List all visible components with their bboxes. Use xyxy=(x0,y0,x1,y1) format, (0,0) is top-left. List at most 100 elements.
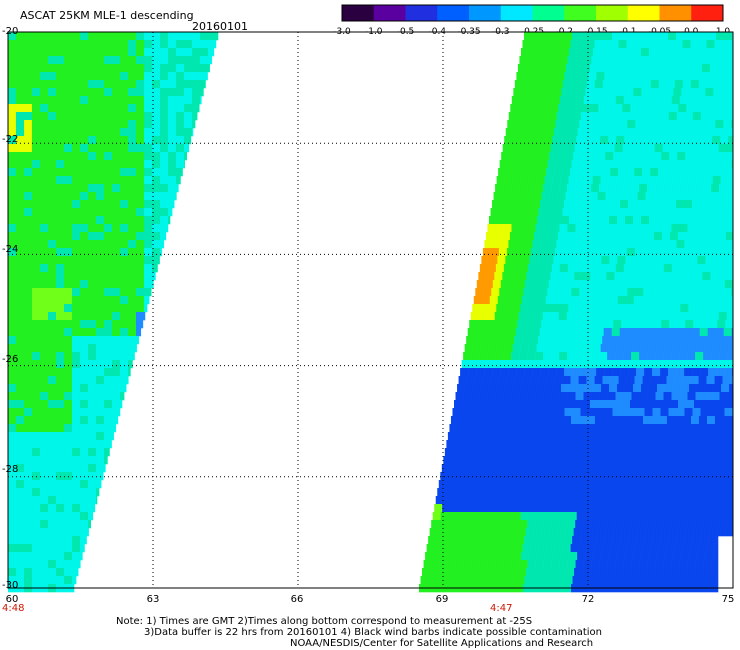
wind-cell xyxy=(535,184,544,193)
wind-cell xyxy=(629,320,638,329)
wind-cell xyxy=(654,480,664,489)
wind-cell xyxy=(40,288,49,297)
wind-cell xyxy=(645,320,654,329)
wind-cell xyxy=(80,80,89,89)
wind-cell xyxy=(692,408,701,417)
wind-cell xyxy=(476,408,485,417)
wind-cell xyxy=(715,496,725,505)
wind-cell xyxy=(469,320,478,329)
wind-cell xyxy=(56,152,65,161)
wind-cell xyxy=(650,416,660,425)
wind-cell xyxy=(588,536,597,545)
wind-cell xyxy=(596,32,605,41)
wind-cell xyxy=(88,152,97,161)
wind-cell xyxy=(96,304,105,313)
wind-cell xyxy=(48,48,57,57)
wind-cell xyxy=(658,208,667,217)
wind-cell xyxy=(662,400,671,409)
wind-cell xyxy=(706,248,716,257)
wind-cell xyxy=(48,136,57,145)
wind-cell xyxy=(8,448,17,457)
wind-cell xyxy=(112,336,121,345)
wind-cell xyxy=(611,456,620,465)
wind-cell xyxy=(168,160,177,169)
wind-cell xyxy=(517,64,527,73)
wind-cell xyxy=(670,312,680,321)
wind-cell xyxy=(24,536,33,545)
wind-cell xyxy=(461,528,470,537)
wind-cell xyxy=(80,112,89,121)
wind-cell xyxy=(80,536,87,545)
wind-cell xyxy=(612,240,621,249)
wind-cell xyxy=(120,80,129,89)
wind-cell xyxy=(729,88,734,97)
wind-cell xyxy=(523,496,533,505)
wind-cell xyxy=(56,408,65,417)
wind-cell xyxy=(650,376,659,385)
wind-cell xyxy=(128,56,137,65)
wind-cell xyxy=(720,136,729,145)
wind-cell xyxy=(569,88,578,97)
wind-cell xyxy=(507,496,517,505)
wind-cell xyxy=(524,112,534,121)
wind-cell xyxy=(519,264,529,273)
wind-cell xyxy=(144,184,153,193)
wind-cell xyxy=(697,216,706,225)
wind-cell xyxy=(88,488,97,497)
wind-cell xyxy=(475,328,484,337)
wind-cell xyxy=(80,464,89,473)
wind-cell xyxy=(729,296,734,305)
wind-cell xyxy=(685,232,695,241)
wind-cell xyxy=(703,224,712,233)
wind-cell xyxy=(635,288,644,297)
wind-cell xyxy=(549,488,558,497)
wind-cell xyxy=(32,208,41,217)
wind-cell xyxy=(473,464,483,473)
wind-cell xyxy=(638,144,647,153)
wind-cell xyxy=(573,528,582,537)
wind-cell xyxy=(168,216,171,225)
wind-cell xyxy=(712,304,721,313)
wind-cell xyxy=(32,368,41,377)
wind-cell xyxy=(547,328,556,337)
wind-cell xyxy=(596,536,605,545)
wind-cell xyxy=(713,384,722,393)
wind-cell xyxy=(96,192,105,201)
wind-cell xyxy=(618,208,627,217)
wind-cell xyxy=(442,544,451,553)
wind-cell xyxy=(48,408,57,417)
wind-cell xyxy=(152,272,156,281)
wind-cell xyxy=(594,248,604,257)
wind-cell xyxy=(636,200,645,209)
wind-cell xyxy=(585,88,594,97)
wind-cell xyxy=(654,312,664,321)
wind-cell xyxy=(578,80,588,89)
wind-cell xyxy=(538,168,547,177)
wind-cell xyxy=(481,256,490,265)
wind-cell xyxy=(711,560,719,569)
wind-cell xyxy=(72,144,81,153)
wind-cell xyxy=(618,40,627,49)
wind-cell xyxy=(561,464,571,473)
wind-cell xyxy=(706,40,715,49)
wind-cell xyxy=(482,336,491,345)
wind-cell xyxy=(605,360,614,369)
wind-cell xyxy=(492,240,501,249)
wind-cell xyxy=(457,384,466,393)
wind-cell xyxy=(537,296,547,305)
wind-cell xyxy=(72,296,81,305)
wind-cell xyxy=(152,168,161,177)
wind-cell xyxy=(593,216,602,225)
wind-cell xyxy=(709,488,718,497)
wind-cell xyxy=(625,296,635,305)
wind-cell xyxy=(24,320,33,329)
wind-cell xyxy=(549,152,558,161)
wind-cell xyxy=(631,560,640,569)
wind-cell xyxy=(88,504,96,513)
wind-cell xyxy=(714,248,724,257)
wind-cell xyxy=(575,56,584,65)
wind-cell xyxy=(713,256,722,265)
wind-cell xyxy=(554,168,563,177)
wind-cell xyxy=(32,200,41,209)
wind-cell xyxy=(565,232,575,241)
